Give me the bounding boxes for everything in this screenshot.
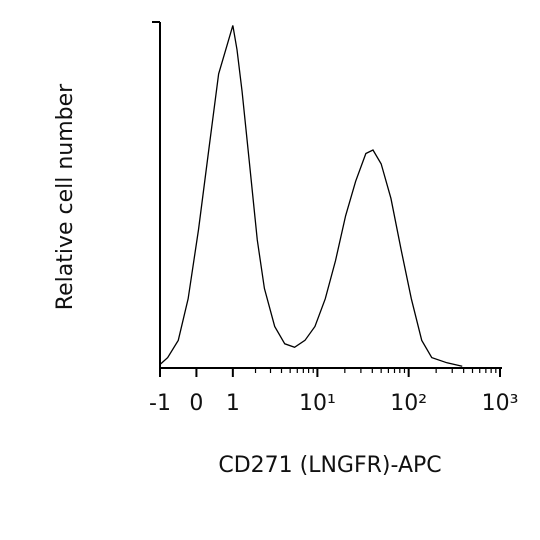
x-tick-label: -1	[149, 391, 171, 416]
x-tick-label: 10³	[482, 391, 519, 416]
x-tick-label: 10²	[390, 391, 427, 416]
histogram-line	[159, 25, 463, 367]
x-tick-label: 0	[189, 391, 203, 416]
x-axis-label: CD271 (LNGFR)-APC	[218, 453, 441, 478]
x-tick-label: 10¹	[299, 391, 336, 416]
y-axis-label: Relative cell number	[53, 83, 78, 310]
x-tick-label: 1	[226, 391, 240, 416]
